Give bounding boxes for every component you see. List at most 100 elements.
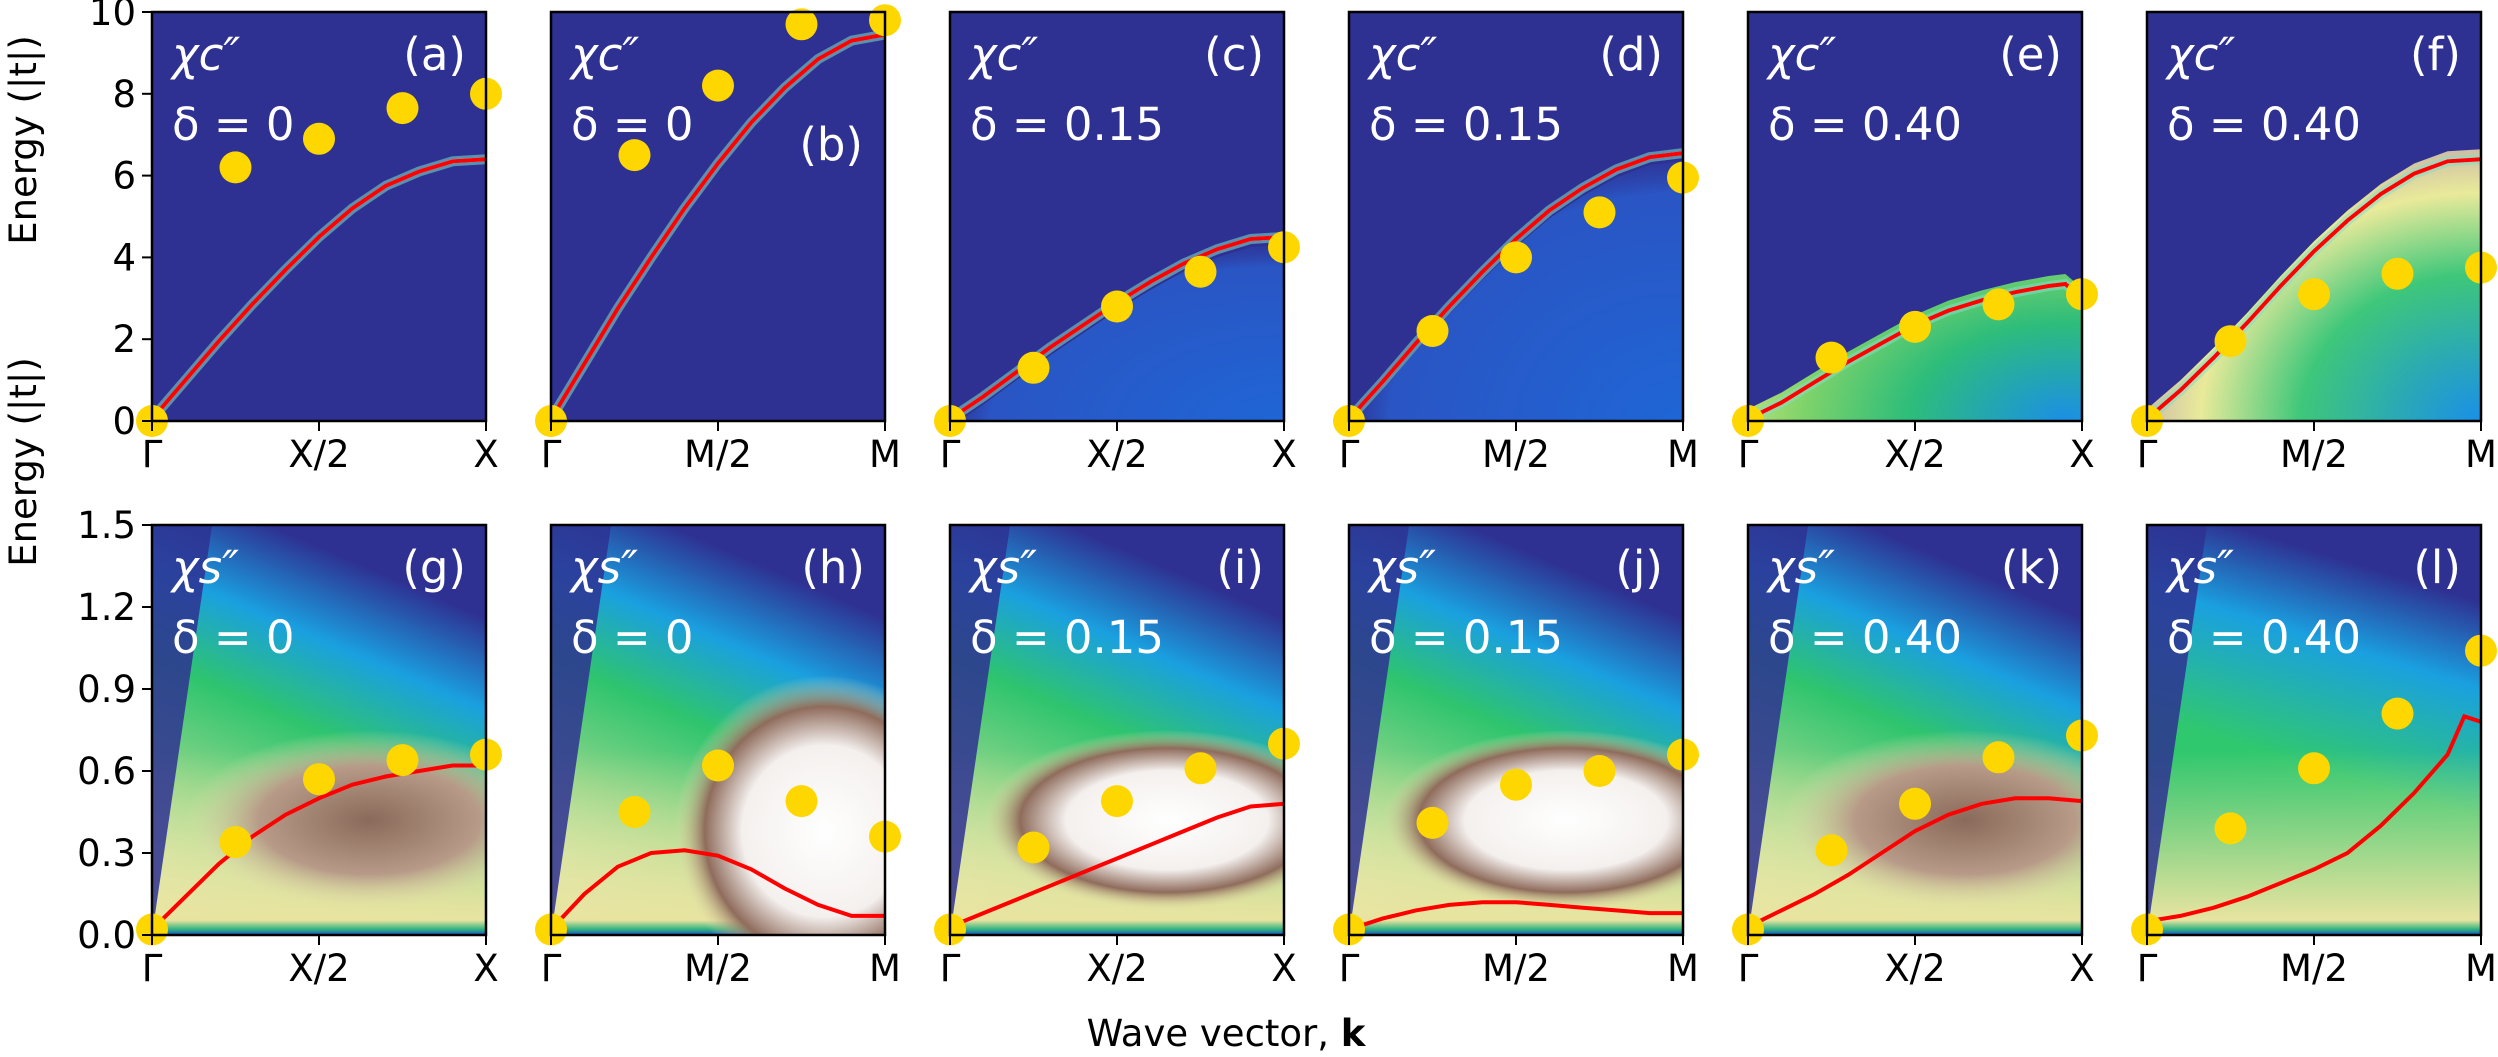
x-tick-label: X [473,947,498,990]
x-tick-label: Γ [541,433,562,476]
panel-c: χc″ δ = 0.15 (c) Γ X/2 X [934,10,1300,476]
data-point [1500,768,1532,801]
data-point [1416,806,1449,839]
x-tick-label: Γ [142,433,163,476]
x-tick-label: M/2 [684,433,752,476]
theory-line [949,801,1285,929]
spin-peak [674,675,885,935]
doping-label: δ = 0.15 [970,611,1164,664]
x-tick-label: M [1667,433,1699,476]
data-point [1184,752,1217,785]
panels: χc″ δ = 0 (a) Γ X/2 X 0 2 4 6 8 10 χc″ δ = 0 (b) Γ M/2 Mχ… [77,0,2497,990]
x-tick-label: X [1271,947,1296,990]
spin-peak [1781,730,2082,911]
x-tick-label: Γ [2137,433,2158,476]
x-tick-label: X/2 [1086,433,1147,476]
x-tick-label: X/2 [1884,433,1945,476]
y-tick-label: 2 [112,318,136,361]
panel-background [551,525,885,935]
data-point [1583,196,1616,229]
y-tick-label: 8 [112,73,136,116]
theory-line [150,763,486,931]
susceptibility-symbol: χs″ [1367,541,1436,594]
panel-letter: (k) [2001,541,2062,594]
panel-letter: (e) [1999,28,2062,81]
panel-letter: (i) [1216,541,1264,594]
gap-wedge [152,525,213,935]
y-tick-label: 4 [112,236,136,279]
susceptibility-symbol: χs″ [1766,541,1835,594]
data-point [1017,831,1050,864]
susceptibility-symbol: χc″ [1367,28,1437,81]
theory-line [1747,281,2084,421]
panel-letter: (g) [402,541,466,594]
y-axis-label-bottom: Energy (|t|) [2,357,45,567]
x-tick-label: M [2465,947,2497,990]
y-tick-label: 1.5 [77,504,136,547]
x-tick-label: X [1271,433,1296,476]
x-axis-label-bold: k [1341,1012,1367,1055]
panel-j: χs″ δ = 0.15 (j) Γ M/2 M [1333,523,1699,990]
x-tick-label: M [1667,947,1699,990]
x-axis-label: Wave vector, k [1087,1012,1367,1055]
data-point [219,151,252,184]
data-point [1101,290,1133,323]
doping-label: δ = 0 [172,98,294,151]
panel-letter: (a) [403,28,466,81]
x-tick-label: Γ [2137,947,2158,990]
data-point [618,139,651,172]
x-tick-label: M/2 [2280,947,2348,990]
x-tick-label: Γ [1738,947,1759,990]
data-point [702,69,734,102]
data-point [303,122,335,155]
gap-wedge [950,525,1011,935]
data-point [1583,755,1616,787]
x-tick-label: M/2 [684,947,752,990]
panel-letter: (f) [2410,28,2461,81]
panel-background [950,12,1284,421]
panel-background [1748,525,2082,935]
susceptibility-symbol: χs″ [968,541,1037,594]
spin-peak [983,730,1284,911]
panel-b: χc″ δ = 0 (b) Γ M/2 M [535,4,901,476]
data-point [1815,341,1848,374]
panel-letter: (h) [801,541,865,594]
y-tick-label: 1.2 [77,586,136,629]
data-point [1899,787,1931,820]
gap-wedge [1349,525,1410,935]
doping-label: δ = 0.40 [2167,611,2361,664]
data-point [618,796,651,828]
y-tick-label: 10 [89,0,136,34]
x-tick-label: M/2 [2280,433,2348,476]
panel-background [2147,525,2481,935]
x-axis-label-text: Wave vector, [1087,1012,1341,1055]
data-point [219,826,252,859]
doping-label: δ = 0.40 [2167,98,2361,151]
data-point [1101,785,1133,818]
x-tick-label: X [473,433,498,476]
data-point [303,763,335,796]
data-point [386,92,419,125]
panel-letter: (l) [2413,541,2461,594]
susceptibility-symbol: χs″ [569,541,638,594]
panel-h: χs″ δ = 0 (h) Γ M/2 M [535,523,901,990]
doping-label: δ = 0.40 [1768,98,1962,151]
data-point [1500,241,1532,274]
data-point [2381,257,2414,290]
x-tick-label: M [2465,433,2497,476]
x-tick-label: Γ [940,433,961,476]
y-axis-label-top: Energy (|t|) [2,35,45,245]
x-tick-label: X/2 [288,433,349,476]
panel-g: χs″ δ = 0 (g) Γ X/2 X 0.0 0.3 0.6 0.9 1.2 1.5 [77,504,502,990]
theory-line [549,848,885,931]
theory-line [1347,151,1684,421]
data-point [2214,325,2247,358]
panel-background [152,525,486,935]
data-point [1416,315,1449,347]
y-tick-label: 0 [112,400,136,443]
data-point [2214,812,2247,845]
x-tick-label: X [2069,947,2094,990]
susceptibility-symbol: χc″ [1766,28,1836,81]
data-point [1982,741,2015,774]
